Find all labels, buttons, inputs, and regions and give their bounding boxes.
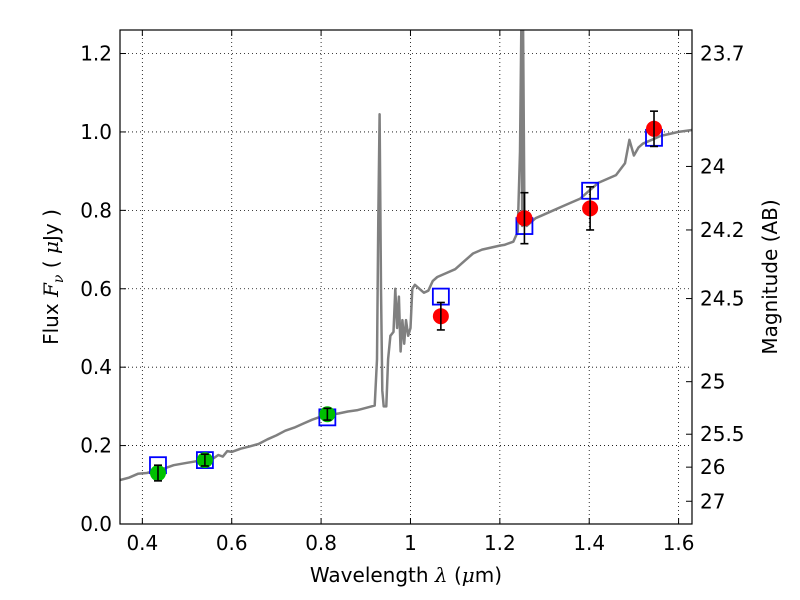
- x-tick-label: 0.4: [126, 531, 158, 555]
- right-tick-label: 26: [700, 455, 725, 479]
- x-tick-label: 1.6: [663, 531, 695, 555]
- x-tick-label: 1: [404, 531, 417, 555]
- axis-ticks: [120, 30, 692, 525]
- x-axis-label: Wavelength λ (μm): [310, 563, 502, 587]
- plot-area: [120, 30, 692, 482]
- y-tick-label: 1.0: [80, 120, 112, 144]
- y-tick-label: 0.4: [80, 355, 112, 379]
- right-tick-label: 24: [700, 154, 725, 178]
- x-tick-label: 1.4: [573, 531, 605, 555]
- x-tick-label: 1.2: [484, 531, 516, 555]
- y-tick-label: 0.0: [80, 512, 112, 536]
- y-tick-label: 0.8: [80, 198, 112, 222]
- right-tick-label: 24.2: [700, 218, 745, 242]
- grid-lines: [120, 30, 692, 525]
- right-tick-label: 25: [700, 370, 725, 394]
- model-spectrum-line: [120, 30, 692, 482]
- x-tick-label: 0.8: [305, 531, 337, 555]
- right-tick-label: 25.5: [700, 422, 745, 446]
- right-tick-label: 24.5: [700, 287, 745, 311]
- y-tick-label: 1.2: [80, 42, 112, 66]
- right-tick-label: 23.7: [700, 42, 745, 66]
- y-tick-label: 0.2: [80, 434, 112, 458]
- right-tick-label: 27: [700, 489, 725, 513]
- y-axis-label: Flux Fν ( μJy ): [39, 209, 67, 345]
- right-axis-label: Magnitude (AB): [758, 199, 782, 354]
- x-tick-label: 0.6: [216, 531, 248, 555]
- tick-labels: 0.4 0.6 0.8 1 1.2 1.4 1.6 0.0 0.2 0.4 0.6 0.8 1.0 1.2…: [80, 42, 744, 555]
- y-tick-label: 0.6: [80, 277, 112, 301]
- plot-frame: [119, 29, 693, 525]
